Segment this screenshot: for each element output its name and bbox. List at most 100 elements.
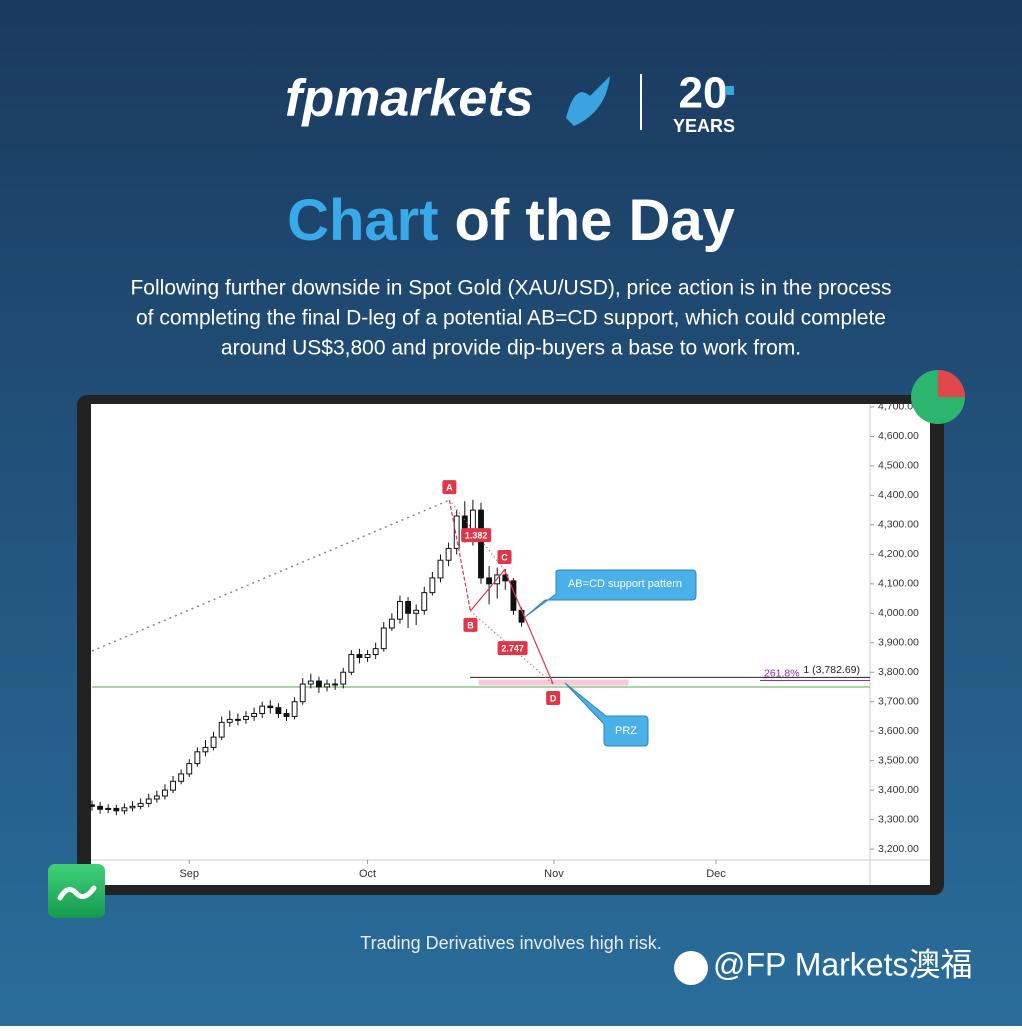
ratio-box xyxy=(461,528,492,543)
candle-body xyxy=(162,789,168,797)
ratio-box xyxy=(497,641,528,656)
watermark-icon xyxy=(674,951,708,985)
pattern-leg xyxy=(448,499,472,612)
description-line: around US$3,800 and provide dip-buyers a… xyxy=(221,337,801,360)
candle-body xyxy=(340,671,347,685)
callout-box xyxy=(524,569,697,618)
candle-body xyxy=(113,807,120,812)
candle-body xyxy=(145,798,152,804)
candle-body xyxy=(259,705,266,715)
candle-body xyxy=(234,718,241,721)
candle-body xyxy=(405,600,411,614)
candle-body xyxy=(348,654,355,673)
candle-body xyxy=(137,802,144,807)
pattern-point-label: A xyxy=(446,482,453,492)
candle-body xyxy=(388,618,395,629)
chart: 3,200.00 3,300.00 3,400.00 3,500.00 3,600.00… xyxy=(89,401,919,880)
candle-body xyxy=(291,701,298,717)
watermark: @FP Markets澳福 xyxy=(713,946,973,982)
pattern-point-label: C xyxy=(501,552,508,562)
logo: fpmarkets xyxy=(285,70,534,128)
pattern-point-box xyxy=(463,617,478,632)
title-highlight: Chart xyxy=(287,188,438,253)
candle-body xyxy=(453,515,460,549)
y-tick-label: 3,400.00 xyxy=(878,784,919,796)
candle-body xyxy=(372,648,379,656)
pattern-leg xyxy=(503,569,554,685)
description-line: of completing the final D-leg of a poten… xyxy=(136,307,886,330)
y-tick-label: 3,300.00 xyxy=(878,813,919,825)
x-tick-label: Nov xyxy=(544,868,564,880)
candle-body xyxy=(478,509,484,579)
ratio-label: 2.747 xyxy=(501,643,524,653)
badge-number: 20 xyxy=(679,69,728,118)
candle-body xyxy=(413,609,420,614)
callout-box xyxy=(564,682,649,747)
candle-body xyxy=(186,763,193,775)
y-tick-label: 4,500.00 xyxy=(878,460,919,472)
candle-body xyxy=(210,736,217,748)
pattern-point-box xyxy=(546,691,561,706)
y-tick-label: 4,200.00 xyxy=(878,548,919,560)
candle-body xyxy=(218,721,225,738)
candle-body xyxy=(356,654,363,658)
candle-body xyxy=(518,609,525,623)
callout-text: PRZ xyxy=(615,725,637,737)
callout-text: AB=CD support pattern xyxy=(568,578,682,590)
candle-body xyxy=(380,627,387,650)
pattern-leg xyxy=(470,569,505,612)
candle-body xyxy=(324,683,330,688)
y-tick-label: 4,600.00 xyxy=(878,430,919,442)
candle-body xyxy=(202,746,209,753)
y-tick-label: 3,500.00 xyxy=(878,754,919,766)
badge-text: YEARS xyxy=(673,116,735,136)
y-tick-label: 4,000.00 xyxy=(878,607,919,619)
description-line: Following further downside in Spot Gold … xyxy=(130,277,891,300)
candle-body xyxy=(170,780,176,791)
candle-body xyxy=(267,705,274,709)
x-tick-label: Oct xyxy=(359,868,376,880)
title: Chart of the Day xyxy=(287,188,735,253)
candle-body xyxy=(429,577,436,594)
y-tick-label: 3,200.00 xyxy=(878,843,919,855)
y-tick-label: 4,300.00 xyxy=(878,519,919,531)
candle-body xyxy=(178,773,185,782)
pattern-point-label: D xyxy=(550,693,557,703)
candle-body xyxy=(307,680,314,685)
candle-body xyxy=(299,683,306,703)
candle-body xyxy=(486,577,493,585)
candle-body xyxy=(397,600,403,620)
y-tick-label: 3,800.00 xyxy=(878,666,919,678)
candle-body xyxy=(421,592,428,611)
x-tick-label: Sep xyxy=(179,868,199,880)
candle-body xyxy=(283,713,290,717)
candle-body xyxy=(445,547,452,561)
candle-body xyxy=(105,807,112,810)
candle-body xyxy=(437,559,444,579)
candle-body xyxy=(129,805,136,809)
title-rest: of the Day xyxy=(455,188,735,253)
y-tick-label: 3,600.00 xyxy=(878,725,919,737)
candle-body xyxy=(226,718,233,723)
candle-body xyxy=(243,715,249,720)
candle-body xyxy=(275,707,282,715)
candle-body xyxy=(251,713,258,717)
y-tick-label: 4,100.00 xyxy=(878,578,919,590)
trend-line xyxy=(91,499,450,652)
candle-body xyxy=(121,807,128,812)
logo-swoosh xyxy=(566,76,610,126)
disclaimer: Trading Derivatives involves high risk. xyxy=(360,933,661,953)
y-tick-label: 3,900.00 xyxy=(878,637,919,649)
candle-body xyxy=(89,804,95,807)
level-label: 261.8% xyxy=(764,667,800,679)
pie-icon-slice xyxy=(938,370,965,397)
candle-body xyxy=(332,683,339,686)
badge-square xyxy=(725,86,734,95)
candle-body xyxy=(194,751,201,765)
candle-body xyxy=(315,680,322,688)
x-tick-label: Dec xyxy=(706,868,726,880)
pattern-point-box xyxy=(442,480,457,495)
prz-band xyxy=(478,679,629,686)
pattern-point-box xyxy=(497,549,512,564)
